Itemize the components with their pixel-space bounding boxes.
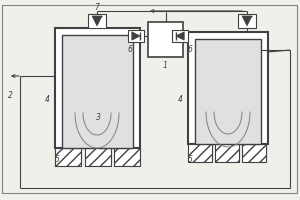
Bar: [238, 14, 256, 28]
Bar: [188, 144, 212, 162]
Bar: [55, 148, 81, 166]
Text: 2: 2: [8, 90, 12, 99]
Polygon shape: [242, 16, 252, 26]
Text: 4: 4: [178, 96, 182, 104]
Bar: [188, 144, 212, 162]
Bar: [148, 22, 183, 57]
Bar: [55, 148, 81, 166]
Polygon shape: [132, 32, 140, 40]
Bar: [62, 35, 133, 148]
Bar: [172, 30, 188, 42]
Bar: [242, 144, 266, 162]
Bar: [88, 14, 106, 28]
Text: 5: 5: [188, 156, 192, 164]
Text: 6: 6: [128, 46, 132, 54]
Bar: [188, 32, 268, 144]
Bar: [215, 144, 239, 162]
Bar: [114, 148, 140, 166]
Text: 4: 4: [45, 96, 50, 104]
Bar: [242, 144, 266, 162]
Polygon shape: [176, 32, 184, 40]
Text: 5: 5: [55, 156, 59, 164]
Polygon shape: [92, 16, 102, 26]
Bar: [195, 39, 261, 144]
Bar: [128, 30, 144, 42]
Text: 7: 7: [94, 3, 99, 12]
Text: 1: 1: [163, 60, 167, 70]
Bar: [85, 148, 111, 166]
Bar: [215, 144, 239, 162]
Bar: [85, 148, 111, 166]
Bar: [55, 28, 140, 148]
Text: 6: 6: [188, 46, 192, 54]
Text: 3: 3: [96, 114, 100, 122]
Bar: [114, 148, 140, 166]
